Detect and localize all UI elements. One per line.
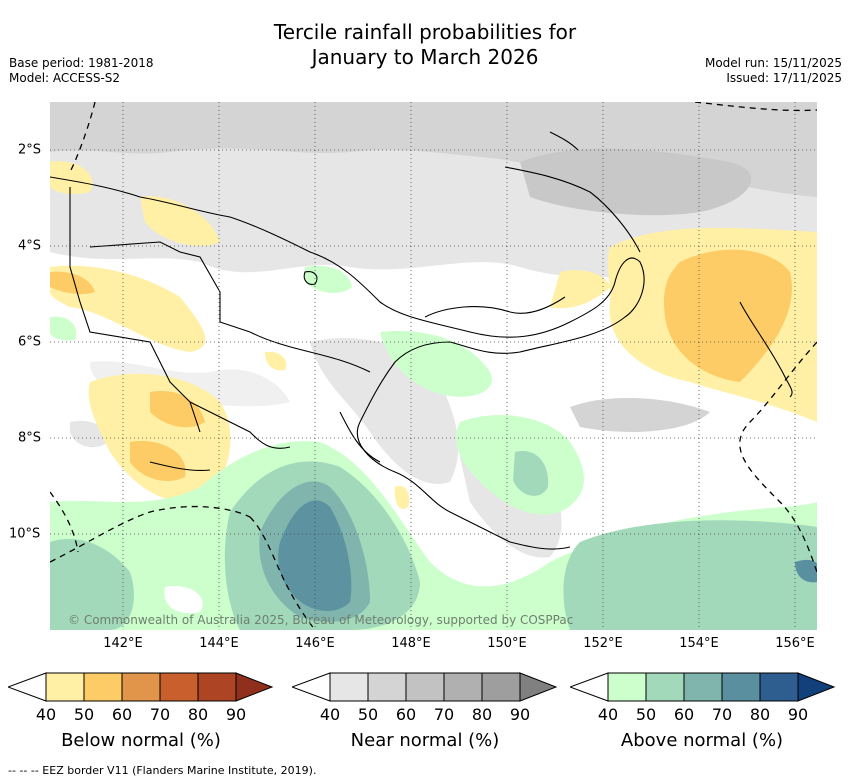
- x-tick: 142°E: [103, 636, 143, 651]
- colorbar-label: Near normal (%): [350, 730, 500, 751]
- cbar-tick: 90: [509, 705, 531, 724]
- cbar-tick: 70: [433, 705, 455, 724]
- y-tick: 10°S: [9, 526, 41, 542]
- colorbar-label: Above normal (%): [620, 730, 784, 751]
- cbar-tick: 40: [319, 705, 341, 724]
- x-tick: 152°E: [583, 636, 623, 651]
- y-tick: 2°S: [18, 142, 42, 158]
- issued-date: Issued: 17/11/2025: [726, 71, 842, 85]
- swatch-70: [159, 672, 199, 702]
- cbar-tick: 80: [187, 705, 209, 724]
- cbar-tick: 90: [787, 705, 809, 724]
- cbar-tick: 60: [111, 705, 133, 724]
- cbar-tick: 90: [225, 705, 247, 724]
- cbar-tick: 50: [357, 705, 379, 724]
- colorbar-above-normal: 40 50 60 70 80 90 Above normal (%): [568, 672, 836, 751]
- cbar-tick: 80: [749, 705, 771, 724]
- title-line-2: January to March 2026: [311, 45, 539, 69]
- cbar-tick: 40: [597, 705, 619, 724]
- cbar-tick: 60: [395, 705, 417, 724]
- meta-left: Base period: 1981-2018 Model: ACCESS-S2: [9, 56, 154, 86]
- cbar-tick: 70: [711, 705, 733, 724]
- cbar-tick: 70: [149, 705, 171, 724]
- cbar-tick: 50: [635, 705, 657, 724]
- cbar-tick: 50: [73, 705, 95, 724]
- x-tick: 156°E: [775, 636, 815, 651]
- swatch-50: [83, 672, 123, 702]
- graticule-layer: [50, 102, 817, 630]
- cbar-tick: 60: [673, 705, 695, 724]
- base-period: Base period: 1981-2018: [9, 56, 154, 70]
- swatch-40: [45, 672, 85, 702]
- x-tick: 150°E: [487, 636, 527, 651]
- x-tick: 146°E: [295, 636, 335, 651]
- map-title: Tercile rainfall probabilities for Janua…: [0, 20, 850, 70]
- eez-border-layer: [50, 102, 817, 630]
- y-tick: 8°S: [18, 430, 42, 446]
- map-canvas: [50, 102, 817, 630]
- swatch-60: [121, 672, 161, 702]
- colorbar-below-normal: 40 50 60 70 80 90 Below normal (%): [6, 672, 274, 751]
- colorbar-below-normal-scale: [6, 672, 274, 702]
- title-line-1: Tercile rainfall probabilities for: [273, 20, 577, 44]
- y-tick: 4°S: [18, 238, 42, 254]
- y-tick: 6°S: [18, 334, 42, 350]
- copyright-notice: © Commonwealth of Australia 2025, Bureau…: [68, 613, 574, 627]
- colorbar-near-normal: 40 50 60 70 80 90 Near normal (%): [290, 672, 558, 751]
- cbar-tick: 80: [471, 705, 493, 724]
- meta-right: Model run: 15/11/2025 Issued: 17/11/2025: [705, 56, 842, 86]
- x-tick: 148°E: [391, 636, 431, 651]
- x-tick: 144°E: [199, 636, 239, 651]
- colorbar-label: Below normal (%): [61, 730, 221, 751]
- eez-footnote: -- -- -- EEZ border V11 (Flanders Marine…: [8, 764, 317, 777]
- model-run: Model run: 15/11/2025: [704, 56, 842, 70]
- coastline-layer: [50, 131, 793, 550]
- colorbar-near-normal-scale: [290, 672, 558, 702]
- cbar-tick: 40: [35, 705, 57, 724]
- model-name: Model: ACCESS-S2: [9, 71, 121, 85]
- above-normal-layer: [50, 265, 817, 630]
- map-panel[interactable]: © Commonwealth of Australia 2025, Bureau…: [50, 102, 817, 630]
- x-tick: 154°E: [679, 636, 719, 651]
- swatch-80: [197, 672, 237, 702]
- colorbar-above-normal-scale: [568, 672, 836, 702]
